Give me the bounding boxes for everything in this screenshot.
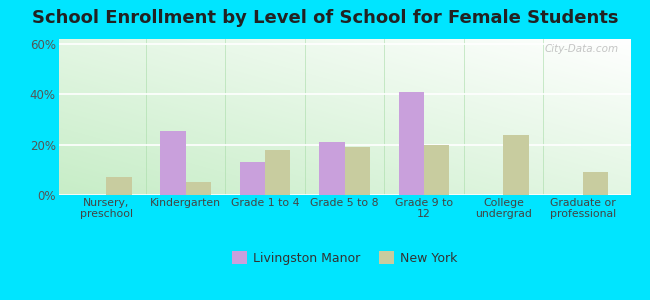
Bar: [160, 131, 186, 195]
Text: City-Data.com: City-Data.com: [545, 44, 619, 54]
Text: School Enrollment by Level of School for Female Students: School Enrollment by Level of School for…: [32, 9, 618, 27]
Bar: [583, 172, 608, 195]
Bar: [503, 135, 529, 195]
Bar: [106, 177, 131, 195]
Legend: Livingston Manor, New York: Livingston Manor, New York: [227, 246, 462, 270]
Bar: [186, 182, 211, 195]
Bar: [398, 92, 424, 195]
Bar: [265, 150, 291, 195]
Bar: [240, 162, 265, 195]
Bar: [319, 142, 344, 195]
Bar: [424, 145, 449, 195]
Bar: [344, 147, 370, 195]
